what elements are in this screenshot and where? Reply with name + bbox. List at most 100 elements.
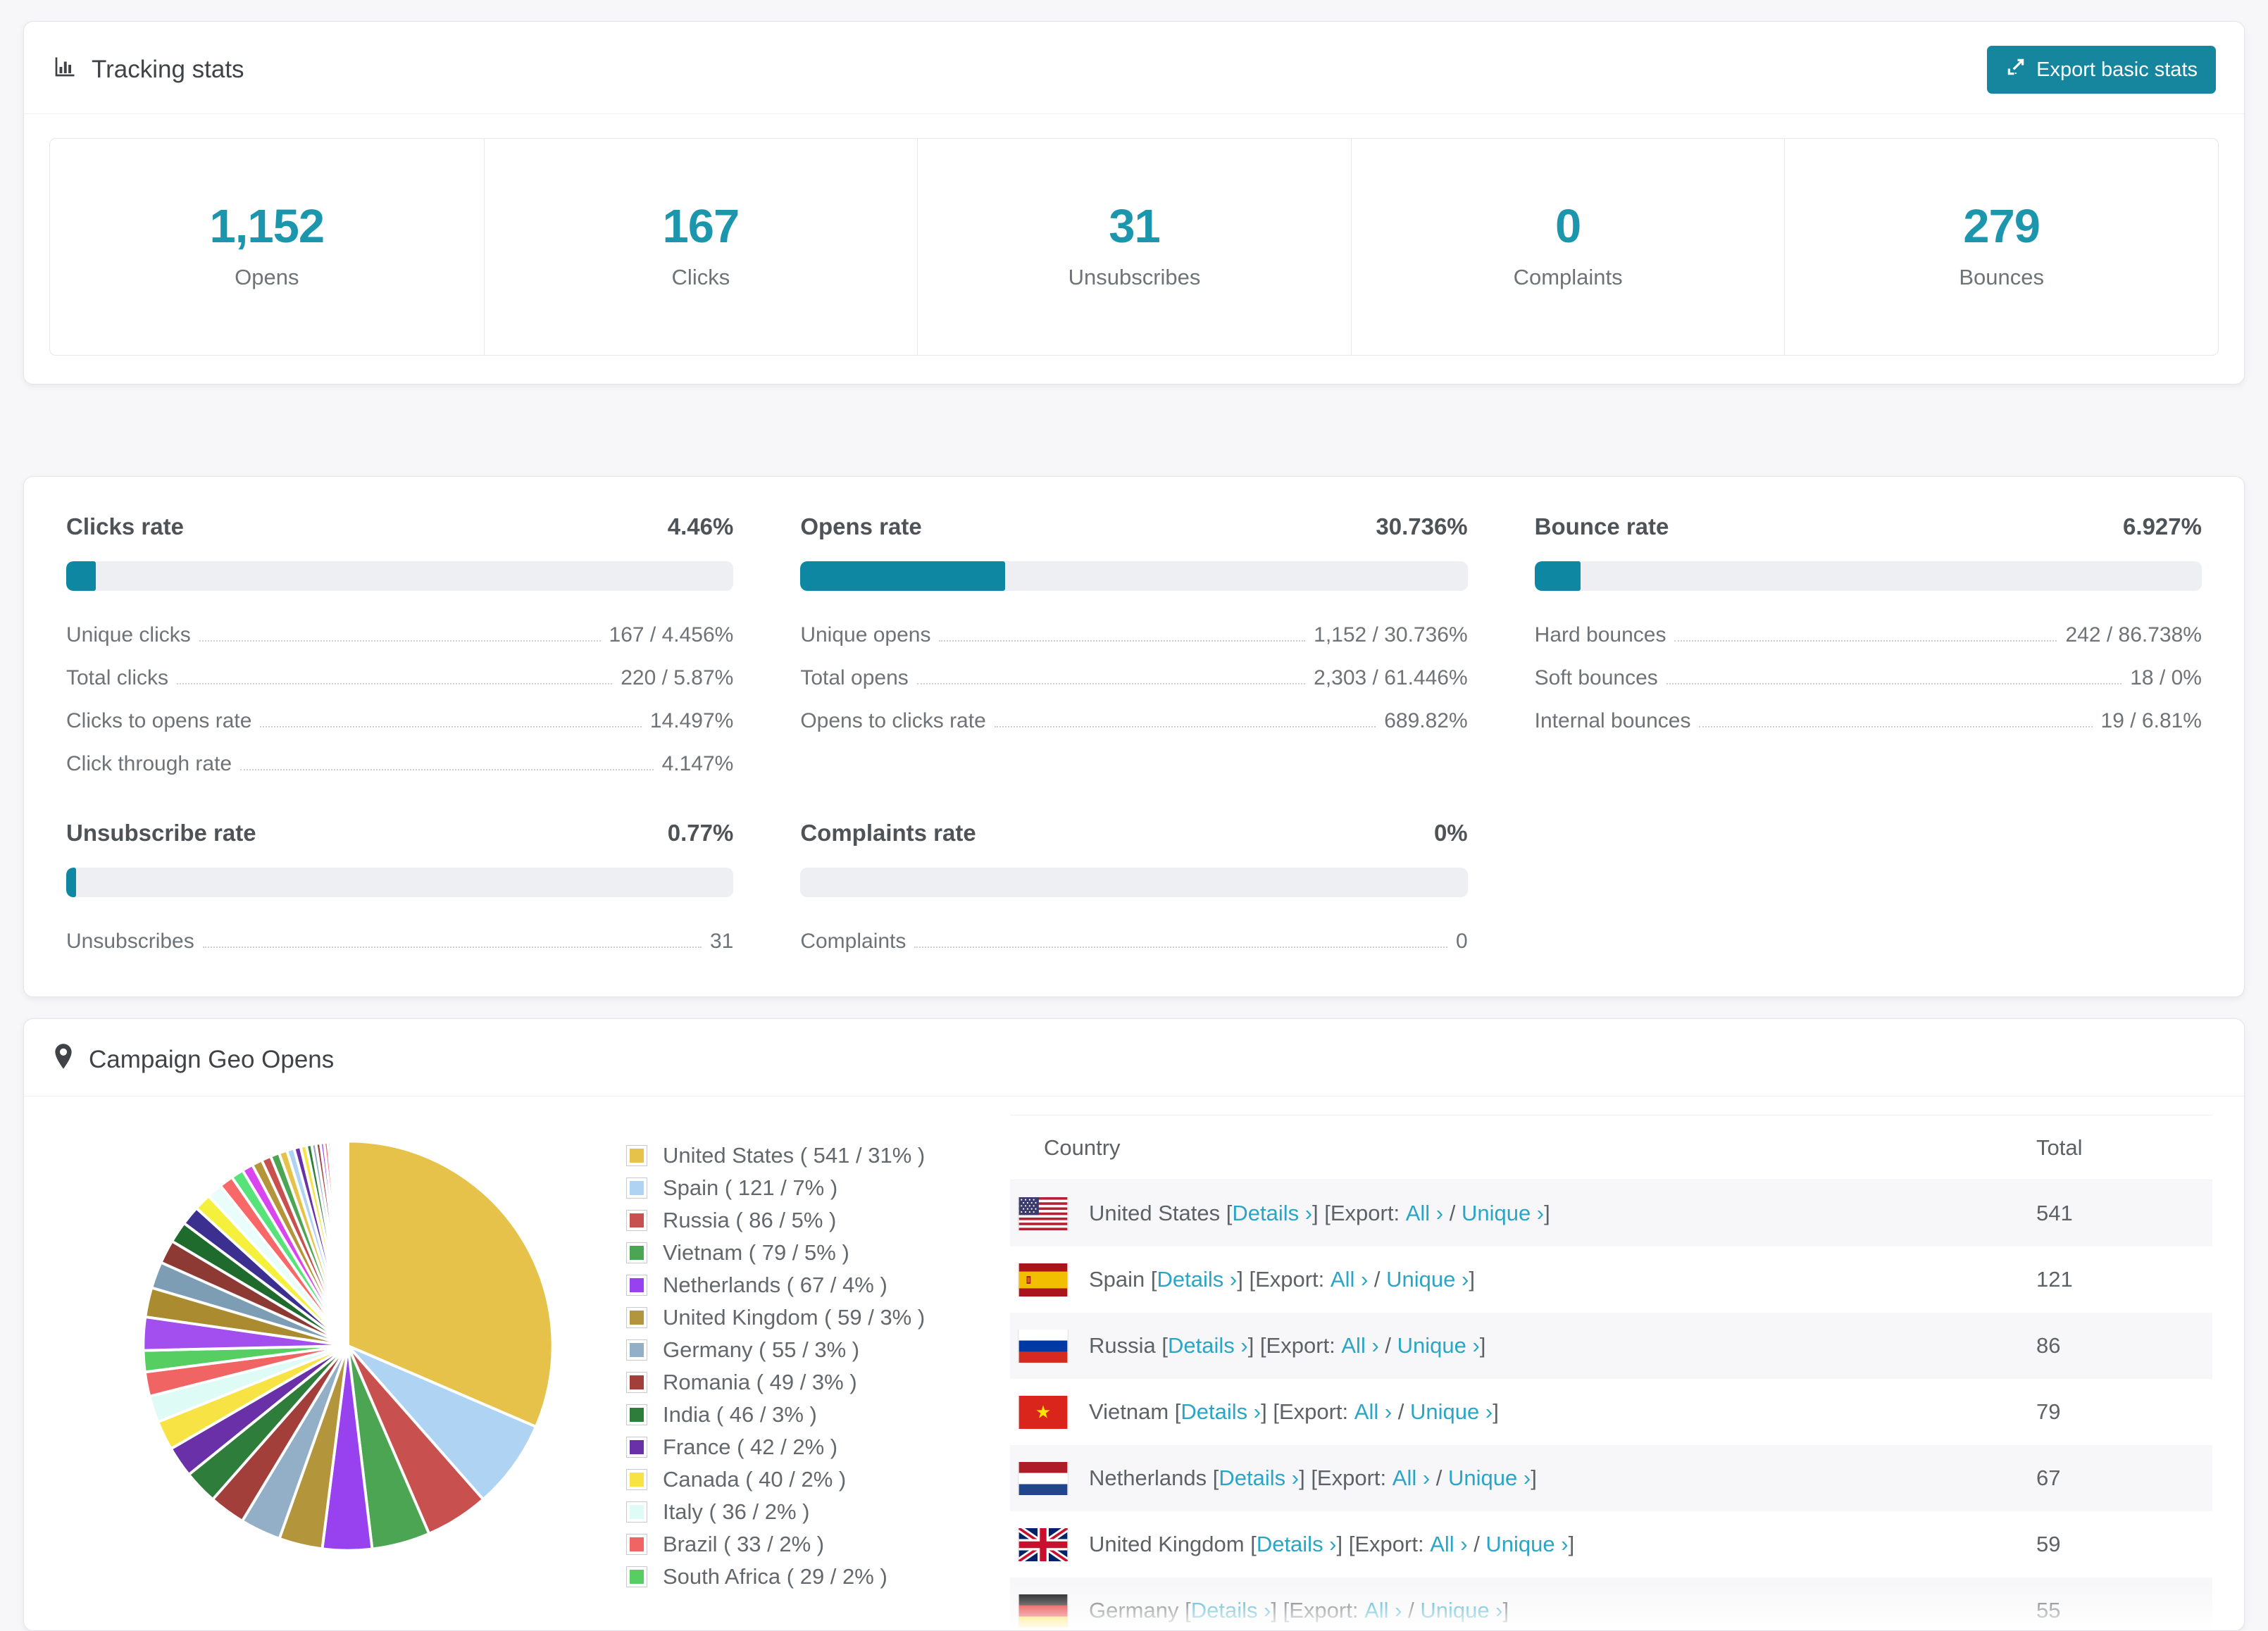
legend-item-india[interactable]: India ( 46 / 3% ) (626, 1402, 1010, 1427)
legend-label: Netherlands ( 67 / 4% ) (663, 1273, 887, 1297)
rate-title-complaints-rate: Complaints rate 0% (800, 820, 1467, 846)
slash: / (1430, 1466, 1448, 1490)
export-unique-link-united-kingdom[interactable]: Unique › (1485, 1532, 1569, 1556)
export-basic-stats-label: Export basic stats (2036, 58, 2198, 81)
rate-row-label: Soft bounces (1534, 666, 1658, 689)
legend-label: India ( 46 / 3% ) (663, 1402, 817, 1427)
export-all-link-russia[interactable]: All › (1341, 1333, 1379, 1358)
rate-row-unsubscribes: Unsubscribes 31 (66, 930, 733, 954)
details-link-spain[interactable]: Details › (1157, 1267, 1238, 1292)
total-cell-united-kingdom: 59 (2036, 1532, 2061, 1556)
geo-body: United States ( 541 / 31% ) Spain ( 121 /… (24, 1096, 2244, 1630)
geo-pie-chart[interactable] (130, 1127, 566, 1564)
total-cell-russia: 86 (2036, 1333, 2061, 1358)
legend-item-italy[interactable]: Italy ( 36 / 2% ) (626, 1499, 1010, 1525)
legend-item-vietnam[interactable]: Vietnam ( 79 / 5% ) (626, 1240, 1010, 1266)
legend-label: Canada ( 40 / 2% ) (663, 1467, 847, 1492)
details-link-russia[interactable]: Details › (1168, 1333, 1248, 1358)
stat-value-complaints: 0 (1554, 200, 1581, 253)
bracket: [ (1220, 1201, 1233, 1225)
country-cell: United States [Details ›] [Export: All ›… (1010, 1196, 2036, 1230)
export-unique-link-vietnam[interactable]: Unique › (1410, 1399, 1493, 1424)
rate-row-value: 0 (1455, 930, 1468, 953)
legend-label: United Kingdom ( 59 / 3% ) (663, 1305, 926, 1330)
legend-item-russia[interactable]: Russia ( 86 / 5% ) (626, 1208, 1010, 1233)
legend-swatch (626, 1534, 647, 1555)
details-link-united-states[interactable]: Details › (1232, 1201, 1313, 1225)
details-link-germany[interactable]: Details › (1190, 1598, 1271, 1623)
rate-section-unsubscribe-rate: Unsubscribe rate 0.77% Unsubscribes 31 (66, 820, 734, 954)
total-cell-germany: 55 (2036, 1598, 2061, 1623)
export-all-link-united-kingdom[interactable]: All › (1430, 1532, 1468, 1556)
legend-item-south-africa[interactable]: South Africa ( 29 / 2% ) (626, 1564, 1010, 1589)
dotted-leader (199, 640, 601, 642)
dotted-leader (994, 726, 1376, 727)
legend-label: Brazil ( 33 / 2% ) (663, 1532, 825, 1556)
details-link-netherlands[interactable]: Details › (1219, 1466, 1300, 1490)
rate-section-clicks-rate: Clicks rate 4.46% Unique clicks 167 / 4.456… (66, 513, 734, 776)
export-unique-link-russia[interactable]: Unique › (1397, 1333, 1480, 1358)
export-all-link-vietnam[interactable]: All › (1354, 1399, 1392, 1424)
export-all-link-spain[interactable]: All › (1330, 1267, 1369, 1292)
legend-item-canada[interactable]: Canada ( 40 / 2% ) (626, 1467, 1010, 1492)
geo-title: Campaign Geo Opens (89, 1045, 335, 1073)
tracking-stats-header: Tracking stats Export basic stats (24, 22, 2244, 113)
export-unique-link-spain[interactable]: Unique › (1386, 1267, 1469, 1292)
export-all-link-netherlands[interactable]: All › (1392, 1466, 1431, 1490)
export-all-link-united-states[interactable]: All › (1405, 1201, 1444, 1225)
pie-slice-united-states[interactable] (347, 1139, 554, 1428)
export-unique-link-netherlands[interactable]: Unique › (1448, 1466, 1531, 1490)
bracket-close: ] (1502, 1598, 1509, 1623)
table-row-united-states: United States [Details ›] [Export: All ›… (1010, 1180, 2212, 1246)
rate-title-opens-rate: Opens rate 30.736% (800, 513, 1467, 540)
rate-row-internal-bounces: Internal bounces 19 / 6.81% (1535, 709, 2202, 733)
legend-swatch (626, 1275, 647, 1296)
rate-row-label: Unique opens (800, 623, 931, 646)
legend-item-spain[interactable]: Spain ( 121 / 7% ) (626, 1175, 1010, 1201)
stat-value-opens: 1,152 (209, 200, 325, 253)
details-link-united-kingdom[interactable]: Details › (1256, 1532, 1337, 1556)
legend-item-france[interactable]: France ( 42 / 2% ) (626, 1435, 1010, 1460)
export-prefix: ] [Export: (1247, 1333, 1342, 1358)
stat-opens: 1,152 Opens (50, 139, 484, 355)
legend-item-united-states[interactable]: United States ( 541 / 31% ) (626, 1143, 1010, 1168)
rate-row-label: Complaints (800, 930, 906, 953)
rate-name: Bounce rate (1534, 513, 1669, 539)
rate-row-unique-opens: Unique opens 1,152 / 30.736% (800, 623, 1467, 647)
legend-label: Spain ( 121 / 7% ) (663, 1175, 838, 1200)
header-divider (24, 113, 2244, 114)
rate-name: Complaints rate (800, 820, 976, 846)
legend-item-romania[interactable]: Romania ( 49 / 3% ) (626, 1370, 1010, 1395)
table-row-vietnam: Vietnam [Details ›] [Export: All › / Uni… (1010, 1379, 2212, 1445)
country-name: Netherlands (1089, 1466, 1207, 1490)
rate-percent: 30.736% (1376, 513, 1468, 539)
country-cell: Spain [Details ›] [Export: All › / Uniqu… (1010, 1263, 2036, 1296)
rate-row-value: 242 / 86.738% (2065, 623, 2202, 646)
legend-swatch (626, 1501, 647, 1523)
legend-item-germany[interactable]: Germany ( 55 / 3% ) (626, 1337, 1010, 1363)
rate-title-bounce-rate: Bounce rate 6.927% (1535, 513, 2202, 540)
rate-row-total-clicks: Total clicks 220 / 5.87% (66, 666, 733, 690)
bracket: [ (1178, 1598, 1191, 1623)
legend-label: South Africa ( 29 / 2% ) (663, 1564, 887, 1589)
rate-name: Opens rate (800, 513, 922, 539)
export-prefix: ] [Export: (1271, 1598, 1365, 1623)
legend-swatch (626, 1404, 647, 1425)
rate-percent: 4.46% (667, 513, 734, 539)
progress-bar-bounce-rate (1534, 561, 2202, 591)
pie-slice-other-34[interactable] (345, 1139, 349, 1347)
rate-row-label: Click through rate (66, 752, 232, 775)
legend-item-brazil[interactable]: Brazil ( 33 / 2% ) (626, 1532, 1010, 1557)
rate-row-label: Unsubscribes (66, 930, 194, 953)
export-basic-stats-button[interactable]: Export basic stats (1987, 46, 2216, 94)
details-link-vietnam[interactable]: Details › (1180, 1399, 1261, 1424)
legend-item-united-kingdom[interactable]: United Kingdom ( 59 / 3% ) (626, 1305, 1010, 1330)
legend-swatch (626, 1177, 647, 1199)
export-all-link-germany[interactable]: All › (1364, 1598, 1402, 1623)
export-unique-link-united-states[interactable]: Unique › (1461, 1201, 1545, 1225)
geo-table-scroll[interactable]: Country Total United States [Details ›] … (1010, 1115, 2212, 1630)
legend-item-netherlands[interactable]: Netherlands ( 67 / 4% ) (626, 1273, 1010, 1298)
rate-percent: 0% (1433, 820, 1468, 846)
export-unique-link-germany[interactable]: Unique › (1420, 1598, 1503, 1623)
pie-slice-spain[interactable] (347, 1344, 537, 1501)
